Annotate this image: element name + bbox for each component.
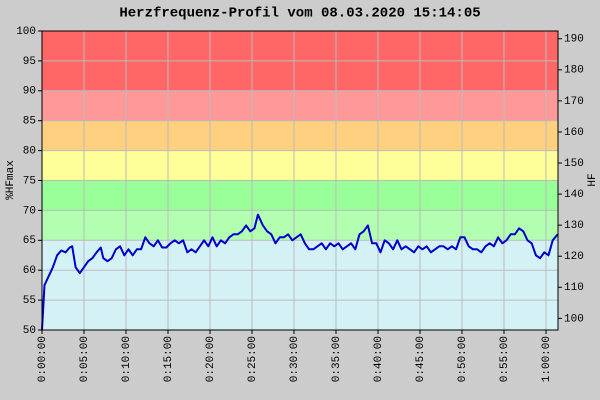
x-tick-label: 0:55:00	[499, 336, 511, 382]
y-tick-label: 80	[23, 146, 36, 158]
y2-tick-label: 100	[564, 313, 584, 325]
chart-title: Herzfrequenz-Profil vom 08.03.2020 15:14…	[119, 6, 480, 22]
x-tick-label: 0:20:00	[205, 336, 217, 382]
y-tick-label: 70	[23, 205, 36, 217]
y-tick-label: 60	[23, 265, 36, 277]
plot-border	[41, 30, 559, 331]
y-tick-label: 95	[23, 56, 36, 68]
y-tick-label: 90	[23, 86, 36, 98]
zone-band	[42, 90, 558, 121]
x-tick-label: 0:10:00	[121, 336, 133, 382]
x-tick-label: 0:45:00	[415, 336, 427, 382]
x-tick-label: 1:00:00	[541, 336, 553, 382]
x-tick-label: 0:35:00	[331, 336, 343, 382]
y2-tick-label: 120	[564, 251, 584, 263]
y-tick-label: 100	[16, 26, 36, 38]
zone-band	[42, 120, 558, 151]
y2-tick-label: 180	[564, 65, 584, 77]
y2-tick-label: 110	[564, 282, 584, 294]
x-tick-label: 0:25:00	[247, 336, 259, 382]
y-tick-label: 75	[23, 175, 36, 187]
y-tick-label: 50	[23, 325, 36, 337]
x-tick-label: 0:15:00	[163, 336, 175, 382]
y-tick-label: 85	[23, 116, 36, 128]
y-axis-label: %HFmax	[5, 160, 17, 200]
x-tick-label: 0:30:00	[289, 336, 301, 382]
x-tick-label: 0:00:00	[37, 336, 49, 382]
plot-area	[41, 30, 559, 331]
zone-band	[42, 180, 558, 211]
y-tick-label: 65	[23, 235, 36, 247]
y2-tick-label: 160	[564, 127, 584, 139]
zone-band	[42, 150, 558, 181]
x-tick-label: 0:40:00	[373, 336, 385, 382]
zone-band	[42, 240, 558, 330]
y2-tick-label: 140	[564, 189, 584, 201]
y2-tick-label: 170	[564, 96, 584, 108]
y2-tick-label: 130	[564, 220, 584, 232]
y2-tick-label: 150	[564, 158, 584, 170]
y-tick-label: 55	[23, 295, 36, 307]
heart-rate-line	[41, 213, 559, 331]
y2-tick-label: 190	[564, 34, 584, 46]
x-tick-label: 0:05:00	[79, 336, 91, 382]
x-tick-label: 0:50:00	[457, 336, 469, 382]
y2-axis-label: HF	[587, 173, 599, 186]
